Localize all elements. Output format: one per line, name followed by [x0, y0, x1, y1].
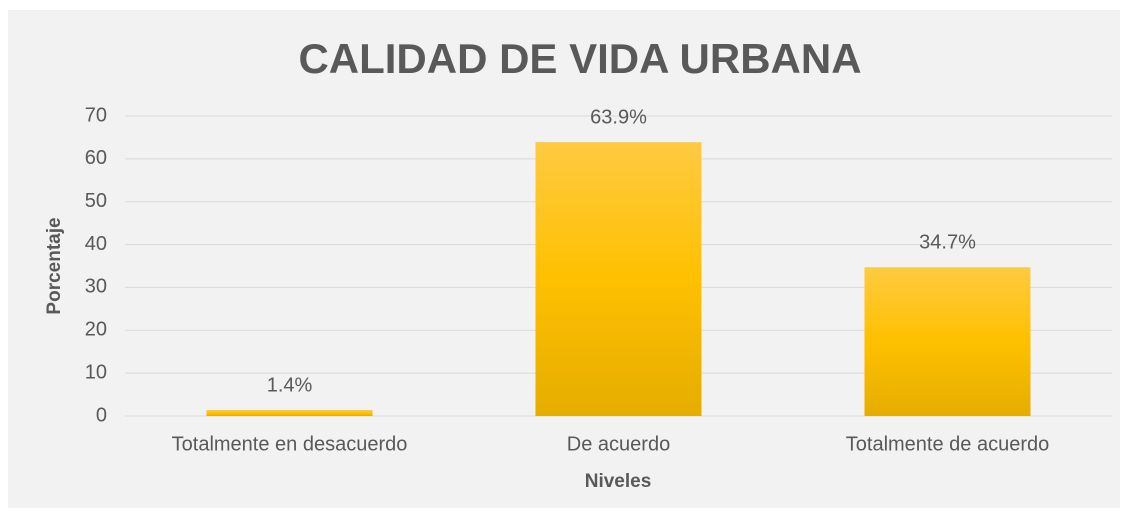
- y-tick-label: 0: [96, 404, 107, 426]
- y-tick-label: 50: [85, 190, 107, 212]
- x-tick-label: Totalmente de acuerdo: [846, 433, 1049, 455]
- value-label: 1.4%: [267, 374, 313, 396]
- x-tick-label: De acuerdo: [567, 433, 670, 455]
- y-axis-label: Porcentaje: [44, 217, 65, 314]
- x-axis-label: Niveles: [585, 471, 652, 492]
- bar: [864, 267, 1031, 416]
- bar: [206, 410, 373, 416]
- value-label: 34.7%: [919, 232, 976, 254]
- x-tick-label: Totalmente en desacuerdo: [172, 433, 408, 455]
- y-tick-label: 30: [85, 276, 107, 298]
- chart-title: CALIDAD DE VIDA URBANA: [298, 35, 861, 82]
- y-tick-label: 60: [85, 147, 107, 169]
- y-tick-label: 40: [85, 233, 107, 255]
- value-label: 63.9%: [590, 106, 647, 128]
- y-tick-label: 20: [85, 319, 107, 341]
- y-tick-label: 70: [85, 104, 107, 126]
- bar: [535, 142, 702, 416]
- y-tick-label: 10: [85, 361, 107, 383]
